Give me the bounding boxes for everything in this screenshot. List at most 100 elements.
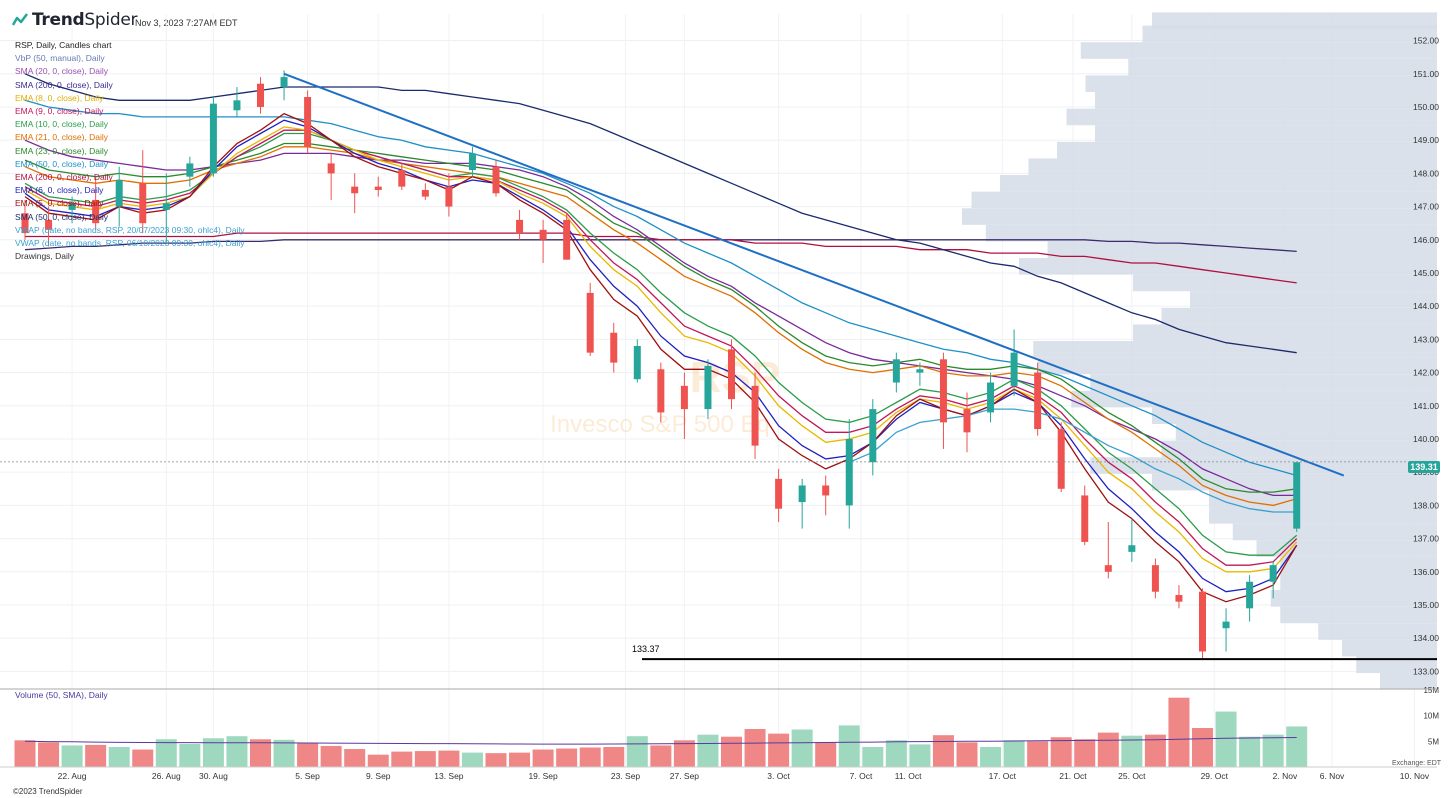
- candle-body: [374, 186, 382, 190]
- date-tick-label: 30. Aug: [199, 771, 228, 781]
- candle-body: [845, 438, 853, 506]
- volume-bar: [556, 748, 578, 767]
- legend-item[interactable]: VWAP (date, no bands, RSP, 20/07/2023 09…: [15, 224, 245, 235]
- legend-item[interactable]: Drawings, Daily: [15, 251, 75, 262]
- vbp-bar: [1090, 374, 1437, 391]
- volume-pane: [0, 697, 1437, 768]
- volume-bar: [1262, 734, 1284, 767]
- date-tick-label: 2. Nov: [1273, 771, 1298, 781]
- vbp-bar: [1066, 108, 1437, 126]
- date-tick-label: 7. Oct: [850, 771, 873, 781]
- volume-sma-line: [24, 737, 1297, 745]
- indicator-legend: RSP, Daily, Candles chart VbP (50, manua…: [15, 39, 245, 263]
- legend-item[interactable]: EMA (10, 0, close), Daily: [15, 119, 109, 130]
- vbp-bar: [1232, 523, 1437, 541]
- legend-symbol: RSP, Daily, Candles chart: [15, 40, 112, 50]
- brand-logo: TrendSpider: [12, 10, 137, 30]
- drawings: [0, 72, 1437, 661]
- axes: 133.00 134.00 135.00 136.00 137.00 138.00 139.…: [58, 36, 1440, 781]
- date-tick-label: 5. Sep: [295, 771, 320, 781]
- price-tick-label: 148.00: [1413, 168, 1439, 178]
- legend-item[interactable]: EMA (23, 0, close), Daily: [15, 145, 109, 156]
- candle-body: [1175, 595, 1183, 602]
- legend-item[interactable]: SMA (200, 0, close), Daily: [15, 79, 113, 90]
- legend-item[interactable]: EMA (5, 0, close), Daily: [15, 198, 104, 209]
- candles: [21, 70, 1301, 659]
- candle-body: [115, 180, 123, 207]
- indicator-line-ema21: [24, 146, 1297, 507]
- legend-item[interactable]: EMA (8, 0, close), Daily: [15, 92, 104, 103]
- volume-bar: [1050, 737, 1072, 767]
- vbp-bar: [1095, 125, 1437, 142]
- vbp-bar: [1142, 25, 1437, 43]
- current-price-label: 139.31: [1410, 462, 1438, 472]
- candle-body: [1128, 545, 1136, 552]
- legend-item[interactable]: SMA (20, 0, close), Daily: [15, 66, 109, 77]
- candle-body: [939, 359, 947, 423]
- snapshot-datestamp: Nov 3, 2023 7:27AM EDT: [135, 18, 238, 28]
- volume-tick-label: 15M: [1423, 686, 1439, 695]
- date-tick-label: 21. Oct: [1059, 771, 1087, 781]
- date-tick-label: 25. Oct: [1118, 771, 1146, 781]
- candle-body: [563, 219, 571, 260]
- volume-bar: [721, 736, 742, 767]
- candle-body: [327, 163, 335, 174]
- vbp-bar: [1028, 158, 1437, 176]
- vbp-bar: [1270, 590, 1437, 607]
- watermark: RSP Invesco S&P 500 Eq: [550, 353, 780, 438]
- vbp-bar: [1318, 623, 1437, 640]
- volume-bar: [202, 738, 224, 767]
- legend-item[interactable]: VbP (50, manual), Daily: [15, 53, 105, 64]
- vbp-bar: [1256, 540, 1437, 557]
- legend-item[interactable]: EMA (21, 0, close), Daily: [15, 132, 109, 143]
- candle-body: [869, 409, 877, 463]
- date-tick-label: 13. Sep: [434, 771, 464, 781]
- candle-body: [704, 365, 712, 410]
- volume-bar: [344, 749, 366, 767]
- legend-item[interactable]: VWAP (date, no bands, RSP, 06/10/2023 09…: [15, 238, 245, 249]
- price-tick-label: 140.00: [1413, 434, 1439, 444]
- candle-body: [1269, 565, 1277, 582]
- candle-body: [586, 292, 594, 353]
- candle-body: [892, 359, 900, 383]
- legend-item[interactable]: EMA (9, 0, close), Daily: [15, 106, 104, 117]
- volume-bar: [791, 729, 813, 767]
- volume-bar: [297, 742, 319, 767]
- candle-body: [45, 219, 53, 230]
- vbp-bar: [1161, 307, 1437, 325]
- date-tick-label: 29. Oct: [1201, 771, 1229, 781]
- candle-body: [209, 103, 217, 174]
- volume-bar: [38, 742, 60, 767]
- vbp-bar: [1133, 324, 1437, 342]
- current-price-tag: [1408, 461, 1440, 473]
- indicator-line-ema8: [24, 126, 1298, 573]
- copyright: ©2023 TrendSpider: [13, 787, 83, 796]
- candle-body: [186, 163, 194, 177]
- support-label: 133.37: [632, 644, 660, 654]
- date-tick-label: 23. Sep: [611, 771, 641, 781]
- vbp-bar: [1071, 390, 1437, 408]
- vbp-bar: [971, 191, 1437, 209]
- header: TrendSpider Nov 3, 2023 7:27AM EDT: [0, 0, 1456, 36]
- price-tick-label: 136.00: [1413, 567, 1439, 577]
- vbp-bar: [1161, 440, 1437, 458]
- candle-body: [916, 369, 924, 373]
- volume-bar: [862, 746, 884, 767]
- volume-bar: [1097, 732, 1119, 767]
- indicator-line-ema23: [24, 142, 1297, 493]
- candle-body: [539, 229, 547, 240]
- candle-body: [751, 385, 759, 446]
- candle-body: [257, 83, 264, 107]
- legend-item[interactable]: EMA (200, 0, close), Daily: [15, 172, 113, 183]
- legend-item[interactable]: SMA (50, 0, close), Daily: [15, 211, 109, 222]
- volume-bar: [179, 743, 201, 767]
- legend-item[interactable]: EMA (6, 0, close), Daily: [15, 185, 104, 196]
- vbp-bar: [1342, 639, 1437, 657]
- exchange-label: Exchange: EDT: [1392, 760, 1442, 767]
- candle-body: [516, 219, 524, 234]
- date-tick-label: 11. Oct: [895, 771, 922, 781]
- volume-bar: [1215, 711, 1237, 767]
- legend-item[interactable]: EMA (50, 0, close), Daily: [15, 158, 109, 169]
- vbp-bar: [985, 224, 1437, 242]
